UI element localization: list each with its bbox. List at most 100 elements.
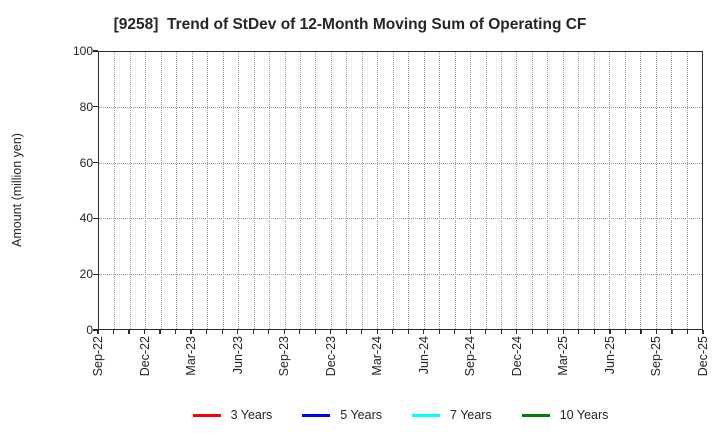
gridline-vertical — [439, 52, 441, 329]
x-tick-mark — [314, 330, 316, 334]
x-tick-mark — [361, 330, 363, 334]
y-tick-mark — [93, 329, 98, 331]
x-tick-mark — [423, 330, 425, 334]
x-tick-label: Sep-24 — [463, 336, 478, 377]
y-tick-label: 0 — [86, 323, 93, 337]
gridline-vertical — [284, 52, 286, 329]
legend-line-swatch — [521, 413, 550, 417]
x-tick-mark — [252, 330, 254, 334]
x-tick-mark — [500, 330, 502, 334]
x-tick-mark — [640, 330, 642, 334]
gridline-vertical — [269, 52, 271, 329]
gridline-vertical — [640, 52, 642, 329]
legend-line-swatch — [412, 413, 441, 417]
legend-label: 7 Years — [450, 408, 492, 422]
gridline-vertical — [547, 52, 549, 329]
gridline-vertical — [470, 52, 472, 329]
x-tick-mark — [97, 330, 99, 334]
gridline-horizontal — [99, 218, 702, 220]
x-tick-label: Mar-24 — [370, 336, 385, 376]
gridline-vertical — [361, 52, 363, 329]
x-tick-mark — [609, 330, 611, 334]
x-tick-mark — [345, 330, 347, 334]
x-tick-label: Dec-24 — [509, 336, 524, 377]
gridline-vertical — [114, 52, 116, 329]
y-axis-title: Amount (million yen) — [10, 133, 24, 247]
x-tick-label: Mar-25 — [556, 336, 571, 376]
x-tick-label: Mar-23 — [184, 336, 199, 376]
gridline-vertical — [501, 52, 502, 329]
y-tick-label: 100 — [72, 44, 93, 58]
x-tick-mark — [624, 330, 627, 334]
y-tick-mark — [93, 162, 98, 164]
x-tick-mark — [205, 330, 208, 334]
x-tick-mark — [655, 330, 658, 334]
gridline-vertical — [300, 52, 301, 329]
x-tick-mark — [469, 330, 471, 334]
gridline-vertical — [222, 52, 224, 329]
x-tick-mark — [221, 330, 223, 334]
gridline-vertical — [516, 52, 518, 329]
legend-line-swatch — [192, 413, 221, 417]
gridline-vertical — [531, 52, 533, 329]
legend-line-swatch — [302, 413, 331, 417]
legend-item-7-years: 7 Years — [412, 408, 492, 422]
gridline-vertical — [624, 52, 626, 329]
plot-area — [98, 51, 703, 330]
legend-label: 5 Years — [340, 408, 383, 422]
x-tick-label: Sep-22 — [91, 336, 105, 377]
gridline-vertical — [655, 52, 657, 329]
x-tick-label: Dec-23 — [323, 336, 338, 377]
y-tick-label: 80 — [79, 99, 93, 114]
x-tick-mark — [578, 330, 580, 334]
x-tick-mark — [330, 330, 332, 334]
x-tick-mark — [143, 330, 146, 334]
gridline-vertical — [593, 52, 595, 329]
legend-item-3-years: 3 Years — [192, 408, 273, 422]
x-tick-label: Jun-25 — [602, 336, 617, 375]
chart-title: [9258] Trend of StDev of 12-Month Moving… — [113, 16, 587, 33]
x-tick-mark — [376, 330, 378, 334]
legend-item-5-years: 5 Years — [302, 408, 382, 422]
legend-label: 10 Years — [559, 408, 609, 422]
x-tick-mark — [531, 330, 533, 334]
gridline-vertical — [315, 52, 317, 329]
x-tick-mark — [686, 330, 689, 334]
x-tick-mark — [112, 330, 115, 334]
gridline-vertical — [191, 52, 193, 329]
gridline-vertical — [671, 52, 673, 329]
gridline-vertical — [160, 52, 162, 329]
x-tick-mark — [454, 330, 456, 334]
x-tick-mark — [547, 330, 549, 334]
legend-label: 3 Years — [230, 408, 273, 422]
gridline-vertical — [129, 52, 131, 329]
x-tick-label: Jun-24 — [416, 336, 431, 375]
legend: 3 Years 5 Years 7 Years 10 Years — [98, 406, 703, 424]
y-tick-mark — [93, 217, 98, 219]
gridline-vertical — [145, 52, 147, 329]
gridline-vertical — [578, 52, 580, 329]
gridline-horizontal — [99, 273, 702, 275]
x-tick-label: Sep-23 — [277, 336, 292, 377]
x-tick-mark — [671, 330, 673, 334]
gridline-vertical — [562, 52, 564, 329]
gridline-vertical — [686, 52, 688, 329]
x-tick-mark — [237, 330, 239, 334]
x-tick-mark — [190, 330, 192, 334]
x-tick-mark — [392, 330, 394, 334]
legend-item-10-years: 10 Years — [521, 408, 609, 422]
x-tick-mark — [593, 330, 595, 334]
gridline-vertical — [485, 52, 487, 329]
gridline-vertical — [176, 52, 178, 329]
gridline-vertical — [207, 52, 209, 329]
gridline-vertical — [423, 52, 425, 329]
gridline-vertical — [330, 52, 332, 329]
x-tick-mark — [283, 330, 285, 334]
x-tick-mark — [485, 330, 487, 334]
x-tick-label: Dec-25 — [696, 336, 710, 377]
gridline-vertical — [238, 52, 240, 329]
y-tick-label: 40 — [79, 211, 93, 226]
x-tick-mark — [174, 330, 177, 334]
y-tick-label: 20 — [79, 267, 93, 282]
y-tick-mark — [93, 50, 98, 52]
